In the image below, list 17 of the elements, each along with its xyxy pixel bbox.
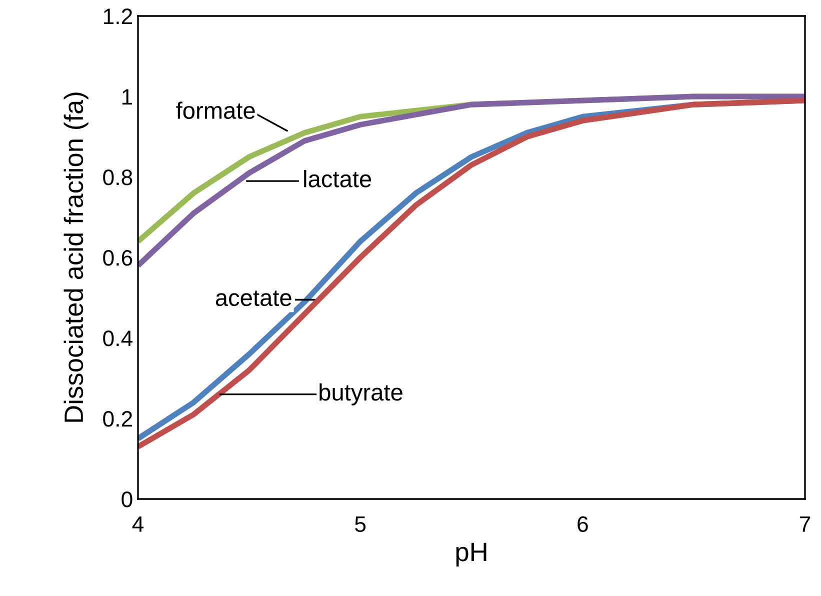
x-tick-label: 7 <box>800 516 810 532</box>
x-tick-label: 6 <box>578 516 588 532</box>
text: butyrate <box>320 383 402 406</box>
y-tick-label: 0.8 <box>103 170 132 186</box>
series-label: lactate <box>304 170 372 188</box>
y-tick-label: 0.4 <box>103 330 132 346</box>
x-axis-title: pH <box>456 542 486 567</box>
y-tick-label: 0.6 <box>103 250 132 266</box>
y-axis-title: Dissociated acid fraction (fa) <box>64 92 88 422</box>
y-tick-label: 0 <box>122 492 132 508</box>
series-label: formate <box>176 102 255 119</box>
y-tick-label: 0.2 <box>103 411 132 427</box>
x-tick-label: 5 <box>355 516 366 532</box>
x-tick-label: 4 <box>132 516 144 532</box>
series-label: acetate <box>216 290 292 306</box>
y-tick-label: 1 <box>122 89 132 105</box>
y-tick-label: 1.2 <box>104 8 132 24</box>
